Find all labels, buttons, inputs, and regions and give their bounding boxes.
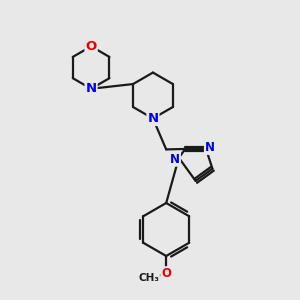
Text: N: N — [147, 112, 158, 125]
Text: N: N — [170, 153, 180, 166]
Text: CH₃: CH₃ — [138, 273, 159, 283]
Text: N: N — [205, 141, 215, 154]
Text: O: O — [85, 40, 97, 53]
Text: N: N — [85, 82, 97, 95]
Text: O: O — [161, 267, 171, 280]
